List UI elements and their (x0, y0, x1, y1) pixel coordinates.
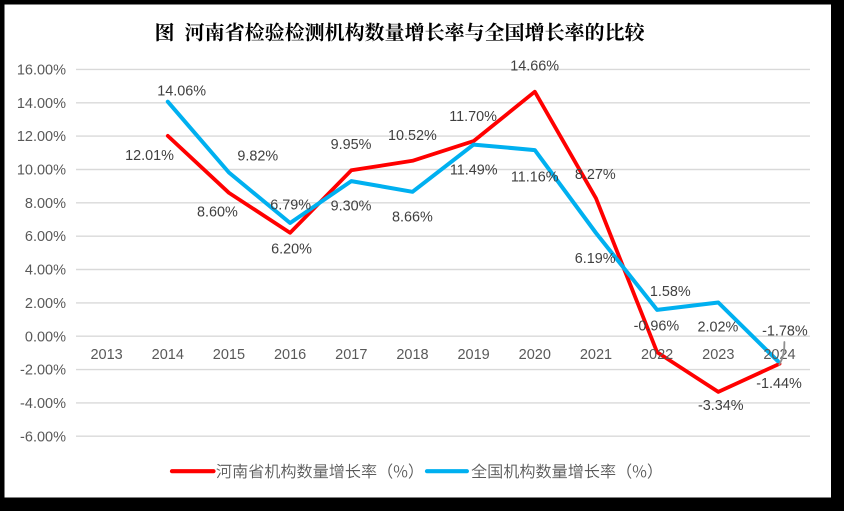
svg-text:16.00%: 16.00% (17, 63, 66, 79)
svg-text:6.00%: 6.00% (25, 229, 66, 245)
svg-text:9.30%: 9.30% (331, 198, 372, 214)
svg-text:-1.44%: -1.44% (756, 376, 802, 392)
svg-text:2024: 2024 (763, 347, 795, 363)
svg-text:14.06%: 14.06% (157, 84, 206, 100)
svg-text:-1.78%: -1.78% (762, 324, 808, 340)
svg-text:11.70%: 11.70% (449, 109, 497, 125)
svg-text:2.02%: 2.02% (697, 319, 738, 335)
svg-text:12.01%: 12.01% (125, 148, 174, 164)
svg-text:8.60%: 8.60% (197, 205, 238, 221)
svg-text:-6.00%: -6.00% (20, 429, 66, 445)
svg-text:2023: 2023 (702, 347, 734, 363)
svg-text:2013: 2013 (90, 347, 122, 363)
svg-text:-4.00%: -4.00% (20, 396, 66, 412)
svg-text:2.00%: 2.00% (25, 296, 66, 312)
svg-text:6.79%: 6.79% (270, 198, 311, 214)
svg-text:9.82%: 9.82% (237, 149, 278, 165)
svg-text:10.00%: 10.00% (17, 163, 66, 179)
svg-text:9.95%: 9.95% (331, 137, 372, 153)
svg-text:0.00%: 0.00% (25, 329, 66, 345)
svg-text:11.16%: 11.16% (511, 169, 559, 185)
svg-text:2021: 2021 (580, 347, 612, 363)
svg-text:10.52%: 10.52% (388, 128, 437, 144)
svg-text:-0.96%: -0.96% (634, 319, 680, 335)
svg-text:2016: 2016 (274, 347, 306, 363)
svg-text:2018: 2018 (396, 347, 428, 363)
svg-text:-2.00%: -2.00% (20, 363, 66, 379)
svg-text:1.58%: 1.58% (650, 284, 691, 300)
svg-text:4.00%: 4.00% (25, 263, 66, 279)
svg-text:8.27%: 8.27% (575, 167, 616, 183)
svg-text:2022: 2022 (641, 347, 673, 363)
svg-text:2019: 2019 (457, 347, 489, 363)
svg-text:8.66%: 8.66% (392, 210, 433, 226)
svg-text:12.00%: 12.00% (17, 129, 66, 145)
svg-text:14.00%: 14.00% (17, 96, 66, 112)
svg-text:2014: 2014 (152, 347, 184, 363)
svg-text:6.20%: 6.20% (271, 241, 312, 257)
svg-text:6.19%: 6.19% (575, 251, 616, 267)
svg-text:14.66%: 14.66% (510, 59, 559, 75)
svg-text:-3.34%: -3.34% (698, 398, 744, 414)
svg-text:2020: 2020 (519, 347, 551, 363)
svg-text:2015: 2015 (213, 347, 245, 363)
svg-text:8.00%: 8.00% (25, 196, 66, 212)
svg-text:2017: 2017 (335, 347, 367, 363)
svg-text:11.49%: 11.49% (450, 163, 498, 179)
